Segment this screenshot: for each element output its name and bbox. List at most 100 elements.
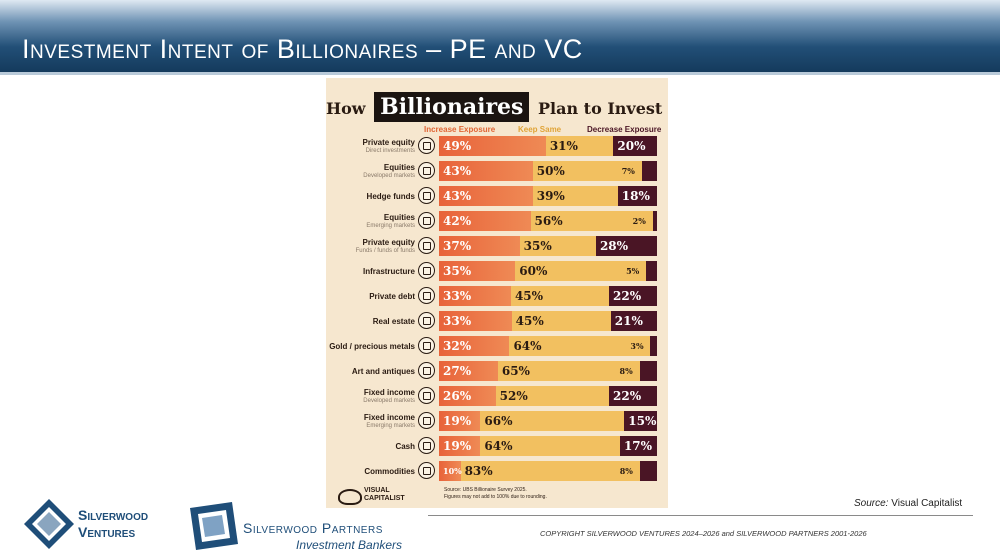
label-decrease: 28%: [599, 239, 629, 253]
bar-keep: [545, 136, 614, 156]
chart-source-note: Source: UBS Billionaire Survey 2025. Fig…: [444, 487, 547, 501]
legend-increase: Increase Exposure: [424, 125, 496, 134]
label-keep: 45%: [515, 314, 544, 328]
bar-decrease: [646, 261, 657, 281]
category-icon: [418, 212, 435, 229]
chart-title-prefix: How: [326, 99, 366, 118]
bar-decrease: [639, 461, 657, 481]
legend-keep: Keep Same: [518, 125, 562, 134]
label-decrease: 8%: [619, 466, 633, 476]
row-label-text: Commodities: [364, 467, 415, 476]
category-icon: [418, 337, 435, 354]
bar-keep: [509, 336, 651, 356]
bar-keep: [511, 311, 611, 331]
bar-decrease: [619, 436, 657, 456]
row-label-text: Private equity: [362, 238, 415, 247]
label-keep: 56%: [534, 214, 563, 228]
label-keep: 50%: [536, 164, 565, 178]
label-keep: 83%: [464, 464, 493, 478]
footer-divider: [428, 515, 973, 516]
category-icon: [418, 437, 435, 454]
silverwood-partners-logo-name: Silverwood Partners: [243, 520, 383, 536]
row-label: Fixed income Developed markets: [326, 388, 415, 406]
chart-title: How Billionaires Plan to Invest in 2026: [326, 92, 668, 122]
category-icon: [418, 462, 435, 479]
row-label: Private debt: [326, 292, 415, 301]
row-label-text: Art and antiques: [351, 367, 415, 376]
row-label: Commodities: [326, 467, 415, 476]
category-icon: [418, 262, 435, 279]
visual-capitalist-logo-icon: [338, 489, 362, 505]
row-label: Private equity Funds / funds of funds: [326, 238, 415, 256]
category-icon: [418, 362, 435, 379]
chart-title-suffix: Plan to Invest in 2026: [538, 99, 668, 118]
bar-increase: [439, 411, 481, 431]
bar-increase: [439, 336, 510, 356]
label-increase: 43%: [443, 189, 472, 203]
label-increase: 33%: [443, 289, 472, 303]
bar-increase: [439, 311, 512, 331]
label-keep: 65%: [501, 364, 530, 378]
bar-increase: [439, 186, 533, 206]
silverwood-partners-logo-icon: [190, 502, 238, 550]
bar-decrease: [650, 336, 657, 356]
label-keep: 64%: [513, 339, 542, 353]
row-label-text: Fixed income: [363, 388, 415, 397]
label-keep: 35%: [523, 239, 552, 253]
label-keep: 45%: [514, 289, 544, 303]
survey-source: Source: UBS Billionaire Survey 2025.: [444, 487, 527, 493]
row-label: Gold / precious metals: [326, 342, 415, 351]
row-label-text: Real estate: [372, 317, 415, 326]
row-label-text: Fixed income: [363, 413, 415, 422]
bar-keep: [460, 461, 640, 481]
row-label: Equities Developed markets: [326, 163, 415, 181]
bar-keep: [532, 186, 618, 206]
infographic-card: How Billionaires Plan to Invest in 2026 …: [326, 78, 668, 508]
silverwood-ventures-logo-icon: [24, 499, 74, 549]
row-label-text: Private equity: [362, 138, 415, 147]
label-decrease: 22%: [613, 389, 642, 403]
bar-keep: [510, 286, 610, 306]
bar-keep: [532, 161, 642, 181]
row-sublabel-text: Direct investments: [365, 148, 415, 154]
bar-increase: [439, 361, 498, 381]
title-bar: Investment Intent of Billionaires – PE a…: [0, 0, 1000, 72]
bar-keep: [519, 236, 596, 256]
silverwood-partners-logo-tagline: Investment Bankers: [296, 538, 403, 552]
row-label-text: Private debt: [369, 292, 415, 301]
label-keep: 60%: [519, 264, 548, 278]
category-icon: [418, 312, 435, 329]
label-decrease: 15%: [628, 414, 657, 428]
bar-decrease: [609, 386, 657, 406]
chart-title-highlight: Billionaires: [374, 92, 530, 122]
rounding-note: Figures may not add to 100% due to round…: [444, 494, 547, 500]
bar-increase: [439, 236, 520, 256]
category-icon: [418, 187, 435, 204]
bar-decrease: [624, 411, 657, 431]
label-increase: 27%: [443, 364, 472, 378]
label-decrease: 8%: [619, 366, 633, 376]
bar-increase: [439, 211, 531, 231]
bar-keep: [495, 386, 610, 406]
label-keep: 52%: [499, 389, 528, 403]
row-sublabel-text: Emerging markets: [366, 423, 415, 429]
row-label-text: Infrastructure: [362, 267, 415, 276]
category-icon: [418, 387, 435, 404]
label-keep: 31%: [549, 139, 578, 153]
row-label: Real estate: [326, 317, 415, 326]
row-label: Infrastructure: [326, 267, 415, 276]
label-decrease: 17%: [623, 439, 653, 453]
bar-increase: [439, 161, 533, 181]
copyright-text: COPYRIGHT SILVERWOOD VENTURES 2024–2026 …: [540, 529, 867, 538]
bar-decrease: [613, 136, 657, 156]
row-label: Equities Emerging markets: [326, 213, 415, 231]
row-sublabel-text: Emerging markets: [366, 223, 415, 229]
row-label: Private equity Direct investments: [326, 138, 415, 156]
label-decrease: 5%: [626, 266, 640, 276]
label-increase: 26%: [443, 389, 472, 403]
label-decrease: 3%: [630, 341, 644, 351]
bar-keep: [497, 361, 640, 381]
label-decrease: 2%: [632, 216, 646, 226]
bar-increase: [439, 461, 461, 481]
label-increase: 35%: [443, 264, 472, 278]
